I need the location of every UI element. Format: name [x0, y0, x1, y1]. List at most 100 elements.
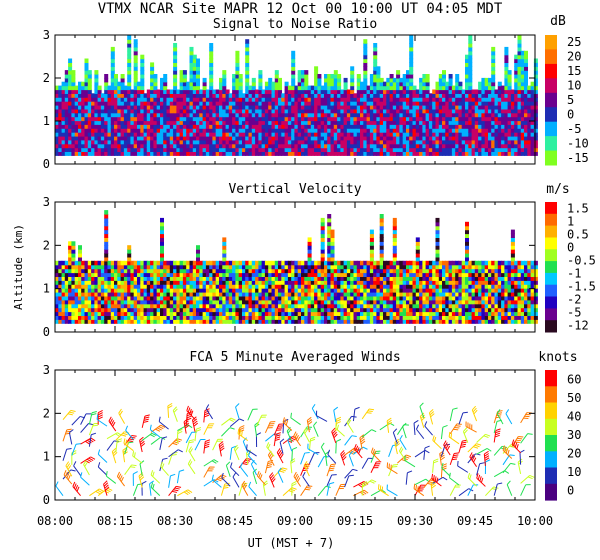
- field-cell: [222, 295, 227, 301]
- field-cell: [264, 288, 269, 293]
- field-cell: [127, 249, 132, 254]
- field-cell: [150, 260, 155, 266]
- field-cell: [55, 303, 59, 309]
- field-cell: [235, 62, 240, 67]
- field-cell: [238, 264, 243, 270]
- field-cell: [271, 120, 276, 125]
- field-cell: [146, 116, 151, 122]
- field-cell: [471, 105, 476, 110]
- field-cell: [215, 295, 220, 301]
- field-cell: [399, 135, 404, 141]
- field-cell: [278, 128, 282, 133]
- field-cell: [153, 108, 158, 114]
- field-cell: [392, 128, 397, 133]
- field-cell: [291, 81, 296, 87]
- colorbar-label: 0: [567, 107, 574, 121]
- field-cell: [242, 147, 246, 152]
- field-cell: [330, 295, 335, 301]
- field-cell: [461, 135, 466, 141]
- field-cell: [255, 288, 260, 293]
- field-cell: [143, 272, 148, 277]
- field-cell: [376, 77, 381, 83]
- field-cell: [363, 280, 368, 285]
- field-cell: [71, 295, 76, 301]
- field-cell: [330, 120, 335, 125]
- field-cell: [317, 151, 322, 156]
- field-cell: [68, 85, 73, 91]
- field-cell: [281, 101, 286, 106]
- field-cell: [533, 135, 538, 141]
- field-cell: [455, 151, 460, 156]
- field-cell: [510, 120, 515, 125]
- field-cell: [517, 66, 522, 71]
- field-cell: [301, 112, 305, 118]
- field-cell: [284, 128, 289, 133]
- field-cell: [173, 135, 178, 141]
- field-cell: [84, 264, 89, 270]
- field-cell: [120, 97, 125, 102]
- field-cell: [94, 319, 99, 324]
- field-cell: [133, 135, 138, 141]
- field-cell: [242, 97, 246, 102]
- field-cell: [242, 280, 246, 285]
- field-cell: [58, 89, 63, 94]
- field-cell: [327, 147, 332, 152]
- field-cell: [55, 272, 59, 277]
- field-cell: [379, 299, 384, 305]
- field-cell: [291, 264, 296, 270]
- field-cell: [114, 268, 118, 274]
- field-cell: [307, 151, 312, 156]
- field-cell: [163, 307, 168, 313]
- field-cell: [396, 93, 401, 98]
- field-cell: [202, 288, 207, 293]
- field-cell: [291, 280, 296, 285]
- field-cell: [324, 120, 328, 125]
- field-cell: [297, 85, 302, 91]
- field-cell: [209, 151, 214, 156]
- field-cell: [153, 89, 158, 94]
- field-cell: [196, 264, 200, 270]
- field-cell: [84, 70, 89, 75]
- field-cell: [64, 284, 69, 289]
- field-cell: [189, 147, 194, 152]
- field-cell: [461, 128, 466, 133]
- field-cell: [91, 299, 96, 305]
- field-cell: [343, 260, 348, 266]
- field-cell: [278, 319, 282, 324]
- field-cell: [445, 139, 450, 145]
- field-cell: [517, 97, 522, 102]
- field-cell: [324, 280, 328, 285]
- field-cell: [392, 237, 397, 242]
- field-cell: [373, 77, 378, 83]
- field-cell: [153, 132, 158, 137]
- field-cell: [228, 139, 233, 145]
- field-cell: [127, 116, 132, 122]
- field-cell: [415, 108, 420, 114]
- field-cell: [107, 89, 112, 94]
- field-cell: [291, 70, 296, 75]
- field-cell: [406, 280, 410, 285]
- field-cell: [255, 292, 260, 297]
- field-cell: [327, 116, 332, 122]
- field-cell: [353, 288, 358, 293]
- field-cell: [64, 307, 69, 313]
- field-cell: [399, 89, 404, 94]
- field-cell: [238, 116, 243, 122]
- field-cell: [369, 276, 374, 281]
- field-cell: [61, 288, 66, 293]
- field-cell: [514, 124, 519, 129]
- field-cell: [153, 93, 158, 98]
- field-cell: [235, 147, 240, 152]
- field-cell: [287, 268, 292, 274]
- field-cell: [333, 112, 338, 118]
- field-cell: [228, 260, 233, 266]
- field-cell: [527, 143, 532, 149]
- field-cell: [64, 151, 69, 156]
- field-cell: [307, 264, 312, 270]
- field-cell: [182, 264, 187, 270]
- field-cell: [196, 97, 200, 102]
- field-cell: [55, 295, 59, 301]
- field-cell: [412, 124, 417, 129]
- field-cell: [442, 143, 446, 149]
- field-cell: [360, 299, 364, 305]
